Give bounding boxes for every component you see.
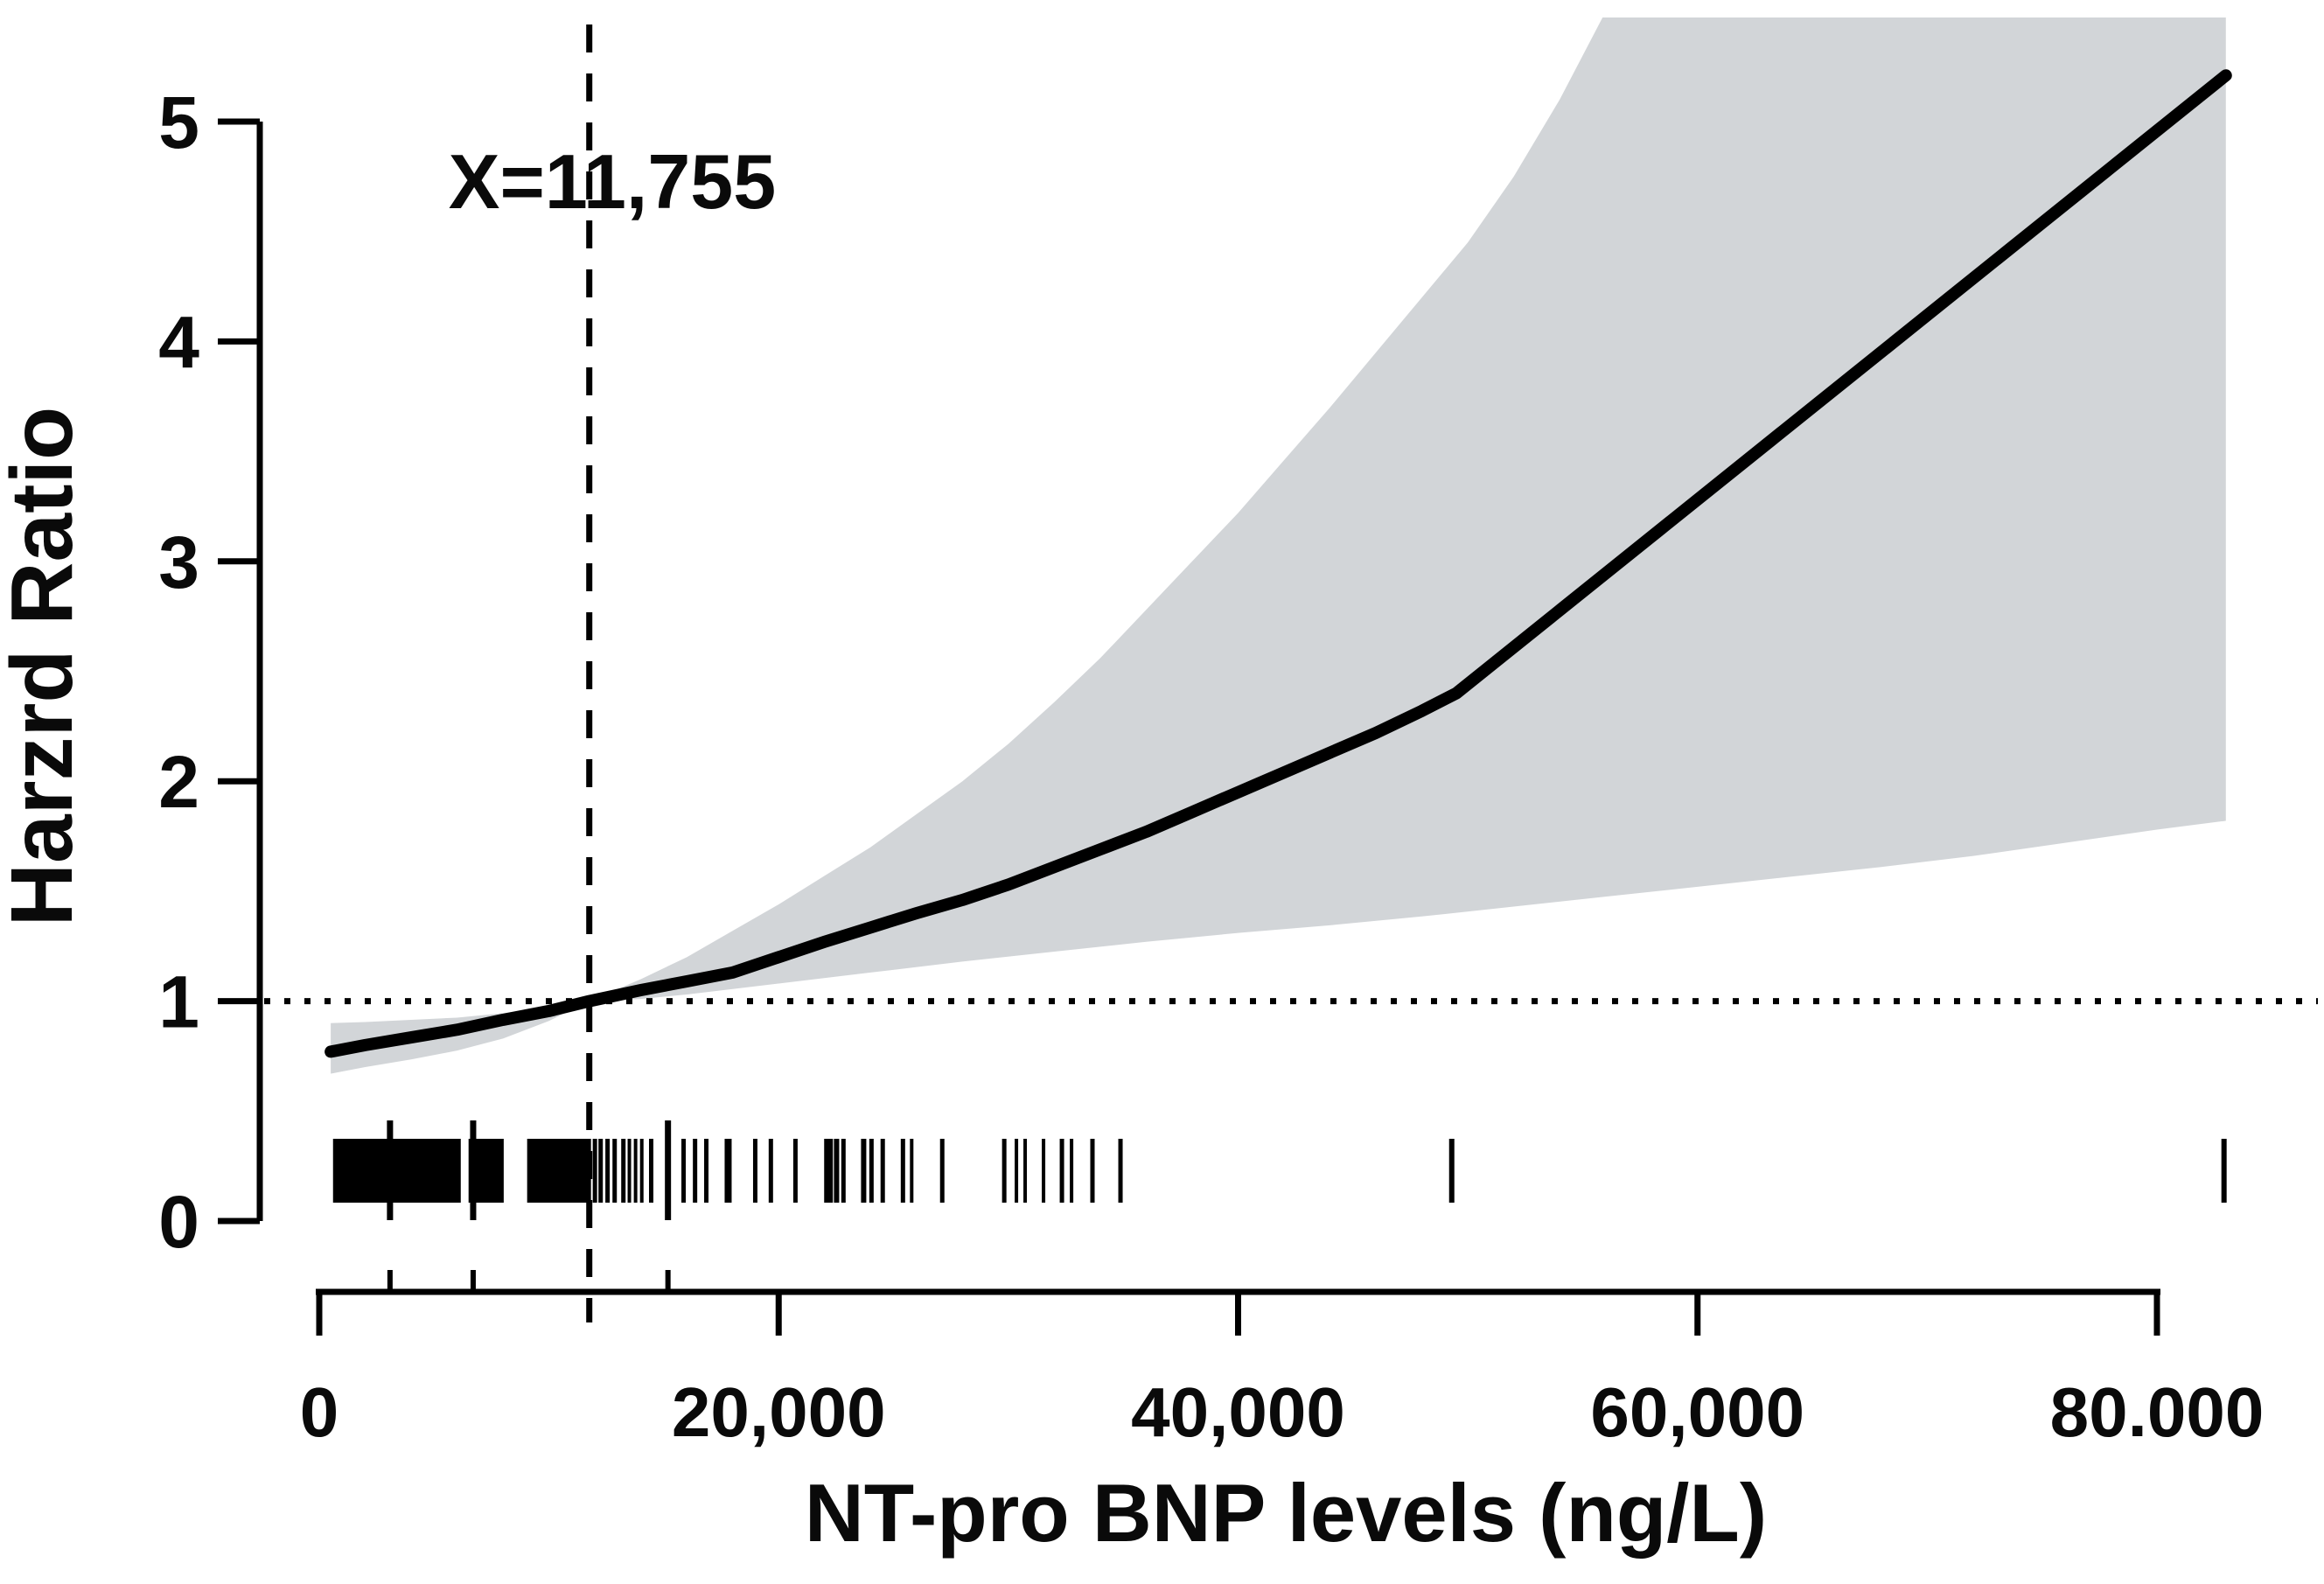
y-tick-label: 1 bbox=[158, 961, 199, 1043]
y-tick-label: 0 bbox=[158, 1181, 199, 1263]
reference-x-annotation: X=11,755 bbox=[449, 138, 776, 225]
rug-dense-block bbox=[332, 1139, 461, 1203]
y-tick-label: 5 bbox=[158, 81, 199, 164]
rug-dense-block bbox=[527, 1139, 591, 1203]
confidence-band-layer bbox=[331, 17, 2226, 1074]
y-tick-label: 3 bbox=[158, 521, 199, 604]
y-tick-label: 4 bbox=[158, 301, 199, 383]
x-axis-title: NT-pro BNP levels (ng/L) bbox=[805, 1467, 1767, 1559]
x-tick-label: 40,000 bbox=[1131, 1373, 1345, 1451]
confidence-band bbox=[331, 17, 2226, 1074]
y-axis-title: Harzrd Ratio bbox=[0, 407, 91, 927]
x-tick-label: 80.000 bbox=[2050, 1373, 2265, 1451]
x-tick-label: 20,000 bbox=[672, 1373, 886, 1451]
axes-layer: 0 1 2 3 4 5 0 20,000 40,000 60,000 80.000 bbox=[158, 81, 2264, 1451]
hazard-ratio-curve bbox=[325, 69, 2232, 1058]
x-tick-label: 60,000 bbox=[1590, 1373, 1804, 1451]
rug-layer bbox=[332, 1120, 2227, 1220]
x-tick-label: 0 bbox=[300, 1373, 339, 1451]
curve-layer bbox=[325, 69, 2232, 1058]
y-tick-label: 2 bbox=[158, 741, 199, 823]
